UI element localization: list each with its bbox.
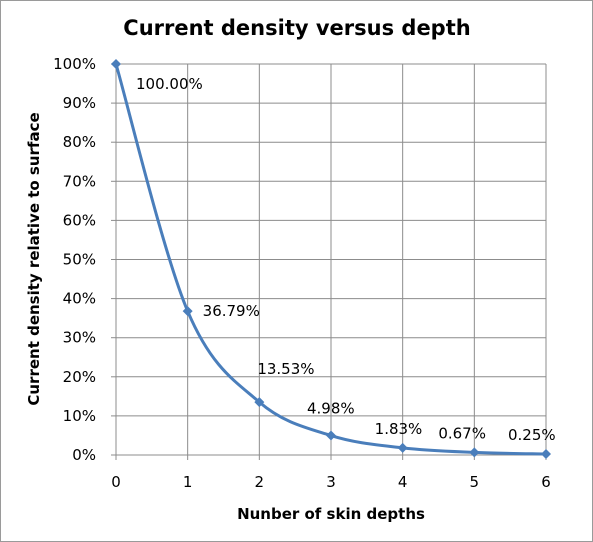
x-tick-label: 0 <box>111 473 121 491</box>
chart-title: Current density versus depth <box>123 16 470 40</box>
data-point-marker <box>469 447 480 458</box>
data-label: 100.00% <box>136 75 203 93</box>
data-label: 1.83% <box>375 420 423 438</box>
y-tick-label: 40% <box>63 290 96 308</box>
data-label: 0.67% <box>438 424 486 442</box>
y-tick-label: 20% <box>63 368 96 386</box>
data-point-marker <box>254 397 265 408</box>
y-axis-label: Current density relative to surface <box>25 112 43 405</box>
x-tick-label: 3 <box>326 473 336 491</box>
x-tick-label: 6 <box>541 473 551 491</box>
data-point-marker <box>182 306 193 317</box>
y-tick-label: 60% <box>63 211 96 229</box>
x-tick-label: 1 <box>183 473 193 491</box>
y-tick-label: 0% <box>72 446 96 464</box>
data-point-marker <box>111 59 121 69</box>
data-label: 0.25% <box>508 426 556 444</box>
data-label: 36.79% <box>203 302 260 320</box>
x-tick-label: 5 <box>470 473 480 491</box>
series-line <box>114 63 547 456</box>
data-point-marker <box>541 449 551 460</box>
y-tick-label: 30% <box>63 329 96 347</box>
y-tick-label: 100% <box>53 55 96 73</box>
data-point-marker <box>397 442 408 453</box>
data-label: 4.98% <box>307 400 355 418</box>
data-labels: 100.00% 36.79% 13.53% 4.98% 1.83% 0.67% 0.25% <box>136 75 556 444</box>
series <box>111 59 551 460</box>
ticks: 0% 10% 20% 30% 40% 50% 60% 70% 80% 90% 100% 0 1 2 3 4 5 6 <box>53 55 551 491</box>
y-tick-label: 80% <box>63 133 96 151</box>
y-tick-label: 90% <box>63 94 96 112</box>
y-tick-label: 50% <box>63 251 96 269</box>
x-tick-label: 2 <box>255 473 265 491</box>
data-point-marker <box>326 430 336 441</box>
grid <box>111 63 547 460</box>
x-tick-label: 4 <box>398 473 408 491</box>
y-tick-label: 10% <box>63 407 96 425</box>
x-axis-label: Nunber of skin depths <box>237 505 425 523</box>
data-label: 13.53% <box>257 360 314 378</box>
y-tick-label: 70% <box>63 172 96 190</box>
